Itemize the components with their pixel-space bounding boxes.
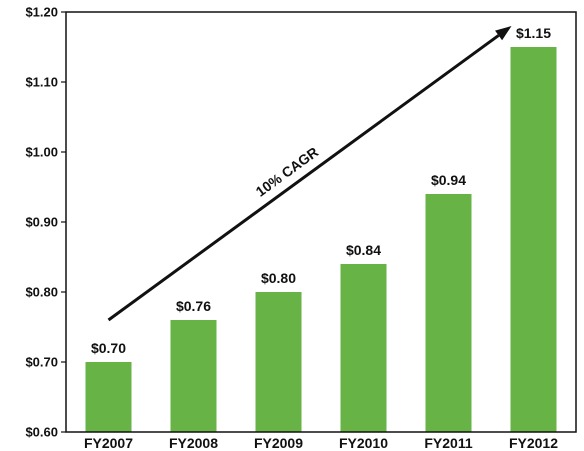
bar-fy2012 xyxy=(510,47,557,432)
x-category-label: FY2009 xyxy=(254,435,303,451)
x-category-label: FY2011 xyxy=(424,435,472,451)
bar-fy2011 xyxy=(425,194,472,432)
y-axis: $0.60 $0.70 $0.80 $0.90 $1.00 $1.10 $1.20 xyxy=(25,5,66,440)
y-tick-label: $0.60 xyxy=(25,425,58,440)
y-tick-label: $1.20 xyxy=(25,5,58,20)
bars: $0.70 $0.76 $0.80 $0.84 $0.94 $1.15 xyxy=(85,25,557,432)
y-tick-label: $0.80 xyxy=(25,285,58,300)
x-category-label: FY2010 xyxy=(339,435,388,451)
y-tick-label: $1.00 xyxy=(25,145,58,160)
bar-value-label: $1.15 xyxy=(516,25,551,41)
bar-value-label: $0.76 xyxy=(176,298,211,314)
x-category-label: FY2008 xyxy=(169,435,218,451)
bar-fy2008 xyxy=(170,320,217,432)
x-category-label: FY2007 xyxy=(84,435,133,451)
plot-frame xyxy=(65,11,577,433)
cagr-arrow-head xyxy=(495,26,512,41)
bar-value-label: $0.84 xyxy=(346,242,381,258)
bar-value-label: $0.70 xyxy=(91,340,126,356)
y-tick-label: $1.10 xyxy=(25,75,58,90)
bar-value-label: $0.80 xyxy=(261,270,296,286)
cagr-arrow-line xyxy=(107,34,500,322)
x-axis: FY2007 FY2008 FY2009 FY2010 FY2011 FY2012 xyxy=(84,435,558,451)
bar-fy2007 xyxy=(85,362,132,432)
y-tick-label: $0.70 xyxy=(25,355,58,370)
x-category-label: FY2012 xyxy=(509,435,558,451)
bar-fy2009 xyxy=(255,292,302,432)
bar-value-label: $0.94 xyxy=(431,172,466,188)
bar-fy2010 xyxy=(340,264,387,432)
y-tick-label: $0.90 xyxy=(25,215,58,230)
